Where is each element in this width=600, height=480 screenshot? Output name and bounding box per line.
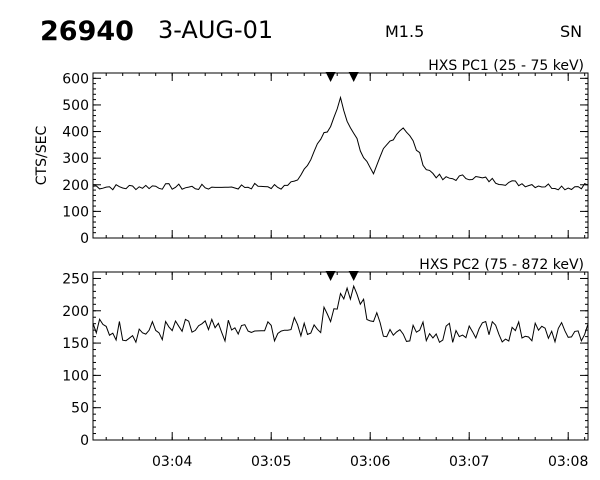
y-tick-label: 300 [62,151,89,167]
time-marker [348,72,359,82]
series-line-1 [92,95,589,191]
time-marker [348,271,359,281]
y-axis-label: CTS/SEC [34,126,50,186]
event-date: 3-AUG-01 [158,16,274,44]
series-line-2 [92,284,589,344]
y-tick-label: 200 [62,304,89,320]
event-id: 26940 [40,16,134,47]
x-tick-label: 03:05 [251,454,291,470]
x-tick-label: 03:08 [548,454,588,470]
event-flag: SN [560,22,583,41]
plot-frame-1 [92,72,589,239]
panel-title-2: HXS PC2 (75 - 872 keV) [419,257,584,273]
y-tick-label: 200 [62,178,89,194]
time-marker [325,271,336,281]
y-tick-label: 0 [80,231,89,247]
y-tick-label: 600 [62,71,89,87]
x-tick-label: 03:06 [350,454,390,470]
x-tick-label: 03:04 [152,454,192,470]
goes-class: M1.5 [385,22,425,41]
plot-frame-2 [92,271,589,441]
y-tick-label: 50 [71,401,89,417]
y-tick-label: 150 [62,336,89,352]
panel-title-1: HXS PC1 (25 - 75 keV) [428,58,584,74]
y-tick-label: 100 [62,204,89,220]
y-tick-label: 100 [62,368,89,384]
y-tick-label: 250 [62,271,89,287]
y-tick-label: 0 [80,433,89,449]
x-tick-label: 03:07 [449,454,489,470]
time-marker [325,72,336,82]
y-tick-label: 500 [62,98,89,114]
y-tick-label: 400 [62,125,89,141]
